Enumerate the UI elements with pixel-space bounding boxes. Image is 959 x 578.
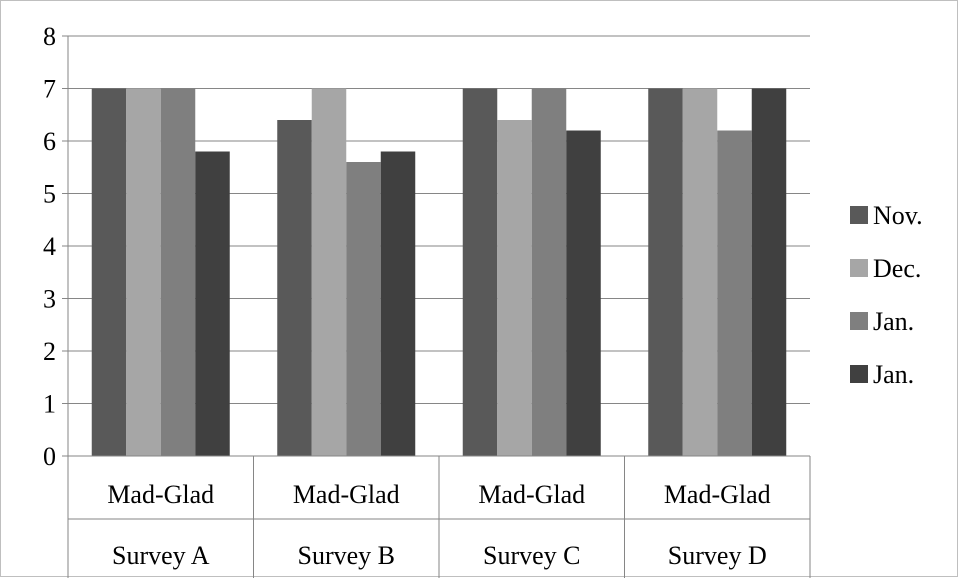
y-tick-label: 8 <box>43 22 56 51</box>
legend: Nov. Dec. Jan. Jan. <box>850 201 923 389</box>
y-tick-label: 2 <box>43 337 56 366</box>
x-tick-label: Mad-Glad <box>478 480 585 509</box>
bar <box>346 162 381 456</box>
x-tick-label: Survey B <box>298 541 396 570</box>
bar <box>566 130 601 456</box>
axes: 0 1 2 3 4 5 6 7 8 Mad-Glad Survey A Mad-Glad Survey … <box>43 22 811 578</box>
legend-label: Jan. <box>873 307 914 336</box>
x-tick-label: Survey C <box>483 541 581 570</box>
bar <box>91 88 127 456</box>
legend-label: Nov. <box>873 201 923 230</box>
bar <box>682 88 718 456</box>
bar <box>160 88 196 456</box>
bar <box>531 88 567 456</box>
legend-label: Dec. <box>873 254 921 283</box>
bar <box>380 151 416 456</box>
y-tick-label: 5 <box>43 180 56 209</box>
x-tick-label: Mad-Glad <box>293 480 400 509</box>
bar <box>751 88 787 456</box>
y-tick-label: 7 <box>43 75 56 104</box>
bar <box>126 88 161 456</box>
legend-label: Jan. <box>873 360 914 389</box>
legend-swatch <box>850 365 868 383</box>
legend-swatch <box>850 259 868 277</box>
bar <box>462 88 498 456</box>
x-tick-label: Mad-Glad <box>107 480 214 509</box>
bar <box>717 130 752 456</box>
bar <box>195 151 230 456</box>
y-tick-label: 3 <box>43 285 56 314</box>
bars <box>91 88 787 456</box>
bar <box>277 120 312 456</box>
x-tick-label: Survey A <box>112 541 210 570</box>
y-tick-label: 6 <box>43 127 56 156</box>
x-tick-label: Mad-Glad <box>664 480 771 509</box>
x-tick-label: Survey D <box>668 541 767 570</box>
legend-swatch <box>850 206 868 224</box>
bar <box>497 120 532 456</box>
y-tick-label: 0 <box>43 442 56 471</box>
legend-swatch <box>850 312 868 330</box>
bar <box>648 88 683 456</box>
bar <box>311 88 347 456</box>
y-tick-label: 4 <box>43 232 56 261</box>
y-tick-label: 1 <box>43 390 56 419</box>
